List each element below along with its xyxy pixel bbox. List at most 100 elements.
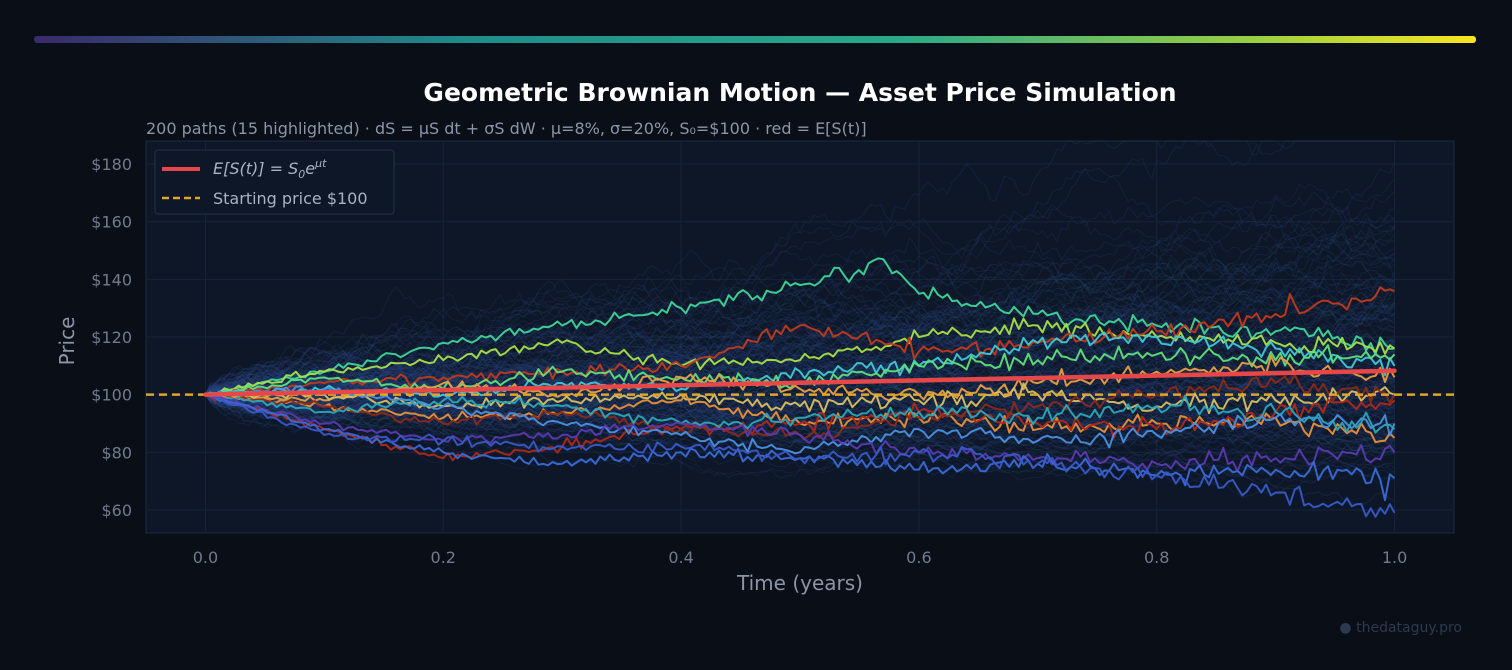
top-gradient-bar	[34, 36, 1476, 43]
background-path-48	[205, 228, 1395, 399]
background-path-58	[205, 301, 1395, 413]
background-path-84	[205, 340, 1395, 437]
background-path-73	[205, 366, 1395, 432]
x-tick-label-5: 1.0	[1382, 548, 1407, 567]
background-path-108	[205, 358, 1395, 413]
background-path-120	[205, 369, 1395, 408]
legend-expected-e: e	[305, 159, 315, 178]
highlighted-path-0	[205, 257, 1395, 396]
background-path-14	[205, 392, 1395, 471]
background-path-87	[205, 231, 1395, 405]
background-path-98	[205, 384, 1395, 440]
x-axis-label: Time (years)	[736, 571, 863, 595]
background-path-126	[205, 283, 1395, 408]
legend-box	[154, 149, 395, 215]
y-tick-label-5: $160	[91, 213, 132, 232]
background-path-71	[205, 376, 1395, 453]
background-path-6	[205, 204, 1395, 401]
highlighted-path-1	[205, 317, 1396, 396]
background-path-34	[205, 367, 1395, 452]
chart-subtitle: 200 paths (15 highlighted) · dS = μS dt …	[146, 119, 867, 138]
x-tick-label-1: 0.2	[431, 548, 456, 567]
legend-start-label: Starting price $100	[213, 189, 368, 208]
background-path-10	[205, 257, 1395, 405]
background-path-80	[205, 282, 1395, 408]
background-path-9	[205, 297, 1395, 422]
x-tick-label-2: 0.4	[668, 548, 693, 567]
legend-expected-sub: 0	[298, 168, 305, 181]
background-path-132	[205, 279, 1395, 405]
background-path-70	[205, 318, 1395, 408]
background-path-32	[205, 225, 1395, 405]
reference-lines	[146, 368, 1454, 397]
background-path-99	[205, 345, 1395, 411]
background-path-61	[205, 285, 1395, 395]
highlighted-path-11	[205, 393, 1396, 434]
background-path-165	[205, 183, 1395, 395]
background-path-122	[205, 235, 1395, 395]
y-tick-label-6: $180	[91, 155, 132, 174]
background-path-173	[205, 297, 1395, 406]
legend-expected-sup: μt	[314, 157, 327, 170]
highlighted-path-8	[205, 393, 1396, 462]
background-path-158	[205, 140, 1395, 409]
highlighted-path-12	[205, 393, 1396, 473]
background-path-82	[205, 380, 1395, 471]
background-path-143	[205, 365, 1395, 449]
background-path-104	[205, 352, 1395, 427]
legend-expected-label: E[S(t)] = S0eμt	[213, 157, 327, 181]
background-path-8	[205, 368, 1395, 453]
x-tick-label-4: 0.8	[1144, 548, 1169, 567]
highlighted-path-6	[205, 382, 1395, 415]
background-path-46	[205, 285, 1395, 416]
background-path-123	[205, 224, 1395, 429]
highlighted-path-2	[205, 286, 1395, 397]
background-path-38	[205, 290, 1395, 406]
background-path-106	[205, 206, 1395, 396]
background-path-163	[205, 329, 1395, 441]
background-path-172	[205, 343, 1395, 419]
background-path-136	[205, 330, 1395, 432]
chart-title: Geometric Brownian Motion — Asset Price …	[423, 78, 1176, 107]
legend-expected-prefix: E[S(t)] = S	[213, 159, 298, 178]
background-path-182	[205, 362, 1395, 420]
expected-value-line	[203, 368, 1397, 397]
y-tick-label-1: $80	[101, 443, 132, 462]
background-path-125	[205, 386, 1395, 450]
background-path-72	[205, 392, 1395, 483]
background-path-174	[205, 271, 1395, 395]
y-tick-label-2: $100	[91, 386, 132, 405]
background-path-69	[205, 300, 1395, 396]
background-path-54	[205, 253, 1395, 399]
y-tick-label-3: $120	[91, 328, 132, 347]
background-path-175	[205, 385, 1395, 466]
background-path-153	[205, 333, 1395, 409]
background-path-55	[205, 328, 1395, 413]
background-path-146	[205, 358, 1395, 420]
background-path-135	[205, 312, 1395, 417]
background-path-65	[205, 382, 1395, 499]
background-path-176	[205, 378, 1395, 458]
watermark: ● thedataguy.pro	[1339, 620, 1462, 636]
grid	[146, 141, 1454, 533]
background-path-31	[205, 334, 1395, 407]
background-path-19	[205, 222, 1395, 396]
background-path-170	[205, 389, 1395, 468]
background-path-103	[205, 347, 1395, 413]
background-path-177	[205, 291, 1395, 401]
background-path-141	[205, 314, 1395, 440]
background-path-45	[205, 241, 1395, 395]
background-path-68	[205, 387, 1395, 453]
background-path-137	[205, 295, 1395, 422]
background-path-149	[205, 363, 1395, 465]
background-path-171	[205, 314, 1395, 429]
background-path-145	[205, 355, 1395, 413]
tick-labels: 0.0 0.2 0.4 0.6 0.8 1.0 $60 $80 $100 $120 $140 $160…	[91, 155, 1407, 567]
background-path-37	[205, 191, 1395, 410]
x-tick-label-0: 0.0	[193, 548, 218, 567]
background-path-100	[205, 282, 1395, 403]
background-path-20	[205, 313, 1395, 403]
background-path-62	[205, 334, 1395, 419]
background-path-94	[205, 328, 1395, 429]
